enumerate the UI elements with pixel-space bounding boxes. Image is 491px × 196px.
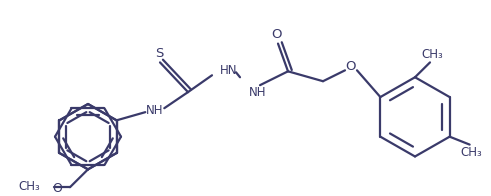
- Text: HN: HN: [220, 64, 238, 77]
- Text: CH₃: CH₃: [421, 48, 443, 61]
- Text: O: O: [346, 60, 356, 73]
- Text: O: O: [272, 28, 282, 41]
- Text: CH₃: CH₃: [461, 146, 483, 159]
- Text: NH: NH: [145, 104, 163, 117]
- Text: NH: NH: [249, 86, 267, 99]
- Text: CH₃: CH₃: [18, 180, 40, 193]
- Text: S: S: [155, 47, 163, 60]
- Text: O: O: [52, 182, 62, 195]
